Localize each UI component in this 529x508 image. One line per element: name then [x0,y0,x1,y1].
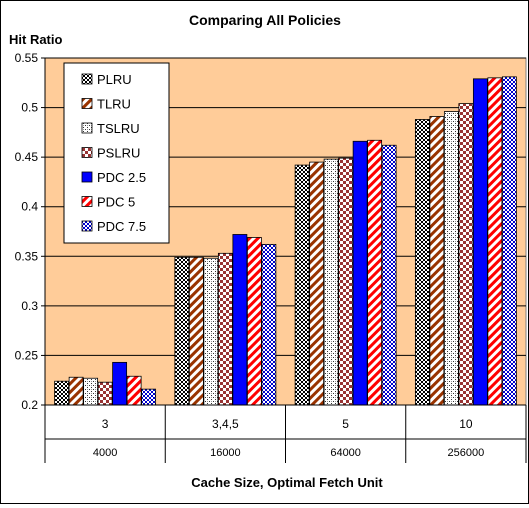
bar [126,375,142,406]
x-axis-label: Cache Size, Optimal Fetch Unit [191,475,383,490]
bar [203,257,219,406]
bar [261,243,277,406]
legend-label: PLRU [97,72,132,87]
bar [367,139,383,406]
legend-swatch [81,73,93,85]
legend-swatch [81,147,93,158]
chart-title: Comparing All Policies [189,12,341,28]
bar [141,388,157,406]
bar [309,161,325,406]
y-tick-label: 0.4 [21,200,38,214]
bar [97,381,113,406]
x-tick-label-bottom: 256000 [448,447,485,459]
bar [54,380,70,406]
bars [54,76,517,406]
bar [352,140,368,406]
bar [443,111,459,406]
x-tick-label-top: 5 [342,417,349,431]
x-tick-label-bottom: 4000 [93,447,117,459]
legend-box [63,62,170,244]
bar [83,377,99,406]
legend-label: PSLRU [97,146,140,161]
legend-swatch [81,196,93,207]
legend-swatch [81,122,93,134]
bar [458,103,474,406]
y-tick-label: 0.5 [21,101,38,115]
bar [232,234,248,406]
legend-label: PDC 2.5 [97,170,146,185]
bar [487,77,503,406]
x-tick-label-top: 10 [459,417,473,431]
bar [501,76,517,406]
x-tick-label-bottom: 64000 [330,447,361,459]
legend-label: PDC 5 [97,195,135,210]
x-tick-label-top: 3,4,5 [212,417,239,431]
y-tick-label: 0.45 [15,150,39,164]
x-tick-label-top: 3 [102,417,109,431]
bar [472,78,488,406]
y-tick-label: 0.25 [15,348,39,362]
y-axis-label: Hit Ratio [9,32,63,47]
bar [217,252,233,406]
bar [188,256,204,406]
legend-label: PDC 7.5 [97,219,146,234]
bar [381,144,397,406]
bar [414,119,430,406]
bar [112,361,128,406]
legend-swatch [81,220,93,232]
legend-swatch [81,171,93,183]
legend-label: TLRU [97,97,131,112]
legend-label: TSLRU [97,121,140,136]
y-tick-label: 0.3 [21,299,38,313]
bar [294,164,310,406]
bar [246,237,262,406]
bar [338,157,354,406]
y-tick-label: 0.35 [15,249,39,263]
y-tick-label: 0.2 [21,398,38,412]
x-tick-label-bottom: 16000 [210,447,241,459]
y-tick-label: 0.55 [15,51,39,65]
legend-swatch [81,98,93,109]
legend: PLRU TLRU TSLRU PSLRU PDC 2.5 PDC 5 PDC 7.5 [63,62,170,244]
bar [323,158,339,406]
bar [429,116,445,406]
y-tick-labels: 0.2 0.25 0.3 0.35 0.4 0.45 0.5 0.55 [15,51,39,412]
bar [68,376,84,406]
bar [174,256,190,406]
x-axis-table: 3 4000 3,4,5 16000 5 64000 10 256000 [44,404,527,463]
